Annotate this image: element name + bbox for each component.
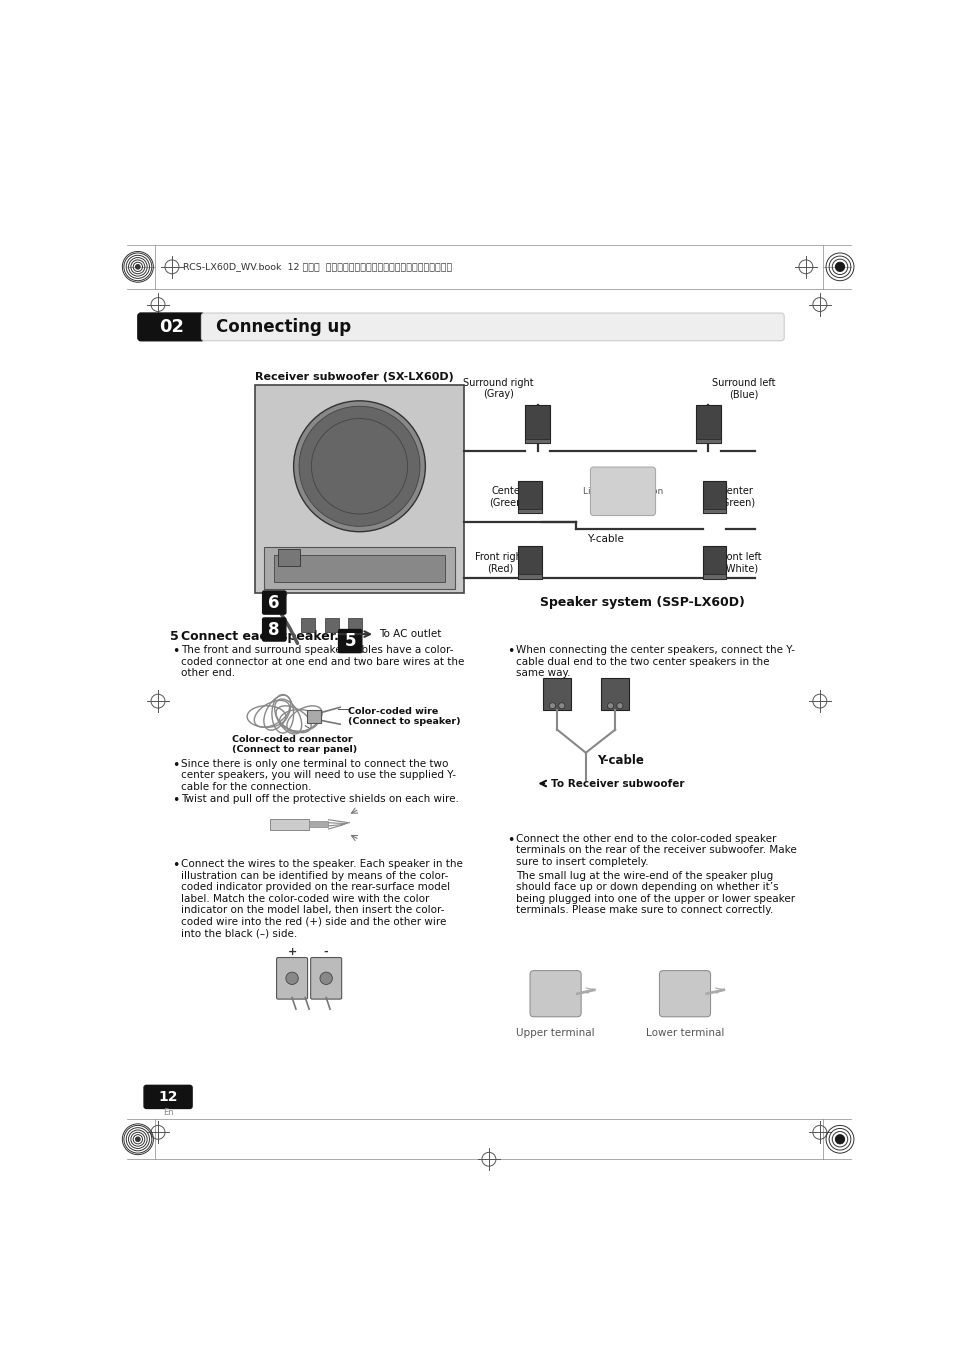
Bar	[254, 385, 464, 593]
Circle shape	[607, 703, 613, 709]
Text: 12: 12	[158, 1090, 177, 1104]
Text: Front right
(Red): Front right (Red)	[475, 551, 525, 573]
Text: Listening position: Listening position	[582, 488, 662, 496]
Text: To Receiver subwoofer: To Receiver subwoofer	[550, 778, 683, 789]
Text: 02: 02	[158, 317, 184, 336]
Text: Surround left
(Blue): Surround left (Blue)	[711, 378, 775, 400]
Bar	[702, 574, 725, 578]
Text: •: •	[506, 834, 514, 847]
Bar	[695, 439, 720, 443]
Text: 8: 8	[268, 620, 280, 639]
Text: -: -	[323, 947, 328, 957]
Circle shape	[319, 973, 332, 985]
Bar	[264, 547, 455, 589]
Text: Receiver subwoofer (SX-LX60D): Receiver subwoofer (SX-LX60D)	[254, 372, 453, 381]
Text: When connecting the center speakers, connect the Y-
cable dual end to the two ce: When connecting the center speakers, con…	[516, 644, 794, 678]
Circle shape	[298, 407, 419, 527]
Bar	[301, 617, 315, 632]
Text: Y-cable: Y-cable	[586, 535, 623, 544]
Text: 5: 5	[344, 632, 355, 650]
Text: The front and surround speaker cables have a color-
coded connector at one end a: The front and surround speaker cables ha…	[181, 644, 464, 678]
Text: 5: 5	[170, 630, 178, 643]
Text: Since there is only one terminal to connect the two
center speakers, you will ne: Since there is only one terminal to conn…	[181, 759, 456, 792]
Text: Y-cable: Y-cable	[597, 754, 643, 767]
Bar	[600, 678, 629, 711]
Circle shape	[348, 455, 370, 477]
Bar	[702, 546, 725, 578]
Text: The small lug at the wire-end of the speaker plug
should face up or down dependi: The small lug at the wire-end of the spe…	[516, 870, 795, 916]
FancyBboxPatch shape	[590, 467, 655, 516]
Text: RCS-LX60D_WV.book  12 ページ  ２００７年４月２４日　火曜日　午後７時５７分: RCS-LX60D_WV.book 12 ページ ２００７年４月２４日 火曜日 …	[183, 262, 452, 272]
Text: •: •	[506, 644, 514, 658]
Text: 6: 6	[268, 593, 280, 612]
Circle shape	[617, 703, 622, 709]
Circle shape	[286, 973, 298, 985]
Text: Front left
(White): Front left (White)	[718, 551, 761, 573]
Circle shape	[135, 1138, 140, 1142]
Bar	[525, 405, 550, 443]
Bar	[517, 481, 541, 513]
Circle shape	[558, 703, 564, 709]
Bar	[695, 405, 720, 443]
Text: To AC outlet: To AC outlet	[378, 630, 441, 639]
FancyBboxPatch shape	[311, 958, 341, 1000]
FancyBboxPatch shape	[201, 313, 783, 340]
Circle shape	[324, 431, 394, 501]
FancyBboxPatch shape	[530, 970, 580, 1017]
Bar	[542, 678, 571, 711]
Bar	[324, 617, 338, 632]
Bar	[525, 439, 550, 443]
Bar	[278, 550, 299, 566]
Text: Connecting up: Connecting up	[216, 317, 351, 336]
FancyBboxPatch shape	[262, 590, 286, 615]
Text: Connect the wires to the speaker. Each speaker in the
illustration can be identi: Connect the wires to the speaker. Each s…	[181, 859, 462, 939]
Bar	[517, 508, 541, 513]
FancyBboxPatch shape	[338, 630, 361, 653]
Text: Surround right
(Gray): Surround right (Gray)	[463, 378, 534, 400]
Bar	[270, 819, 309, 830]
Text: Connect each speaker.: Connect each speaker.	[181, 630, 338, 643]
FancyBboxPatch shape	[144, 1085, 192, 1108]
Circle shape	[835, 262, 843, 272]
Circle shape	[835, 1135, 843, 1144]
Circle shape	[837, 265, 841, 269]
Text: En: En	[163, 1108, 173, 1117]
Circle shape	[294, 401, 425, 532]
FancyBboxPatch shape	[276, 958, 307, 1000]
Text: •: •	[172, 759, 179, 771]
Text: Color-coded connector
(Connect to rear panel): Color-coded connector (Connect to rear p…	[232, 735, 356, 754]
Text: Color-coded wire
(Connect to speaker): Color-coded wire (Connect to speaker)	[348, 707, 460, 725]
Text: Twist and pull off the protective shields on each wire.: Twist and pull off the protective shield…	[181, 793, 458, 804]
Circle shape	[135, 265, 140, 269]
Bar	[517, 574, 541, 578]
Text: Upper terminal: Upper terminal	[516, 1028, 595, 1039]
FancyBboxPatch shape	[137, 313, 204, 340]
Text: Speaker system (SSP-LX60D): Speaker system (SSP-LX60D)	[539, 596, 744, 609]
FancyBboxPatch shape	[262, 617, 286, 642]
Text: •: •	[172, 859, 179, 871]
Text: •: •	[172, 644, 179, 658]
FancyBboxPatch shape	[659, 970, 710, 1017]
Bar	[702, 508, 725, 513]
Circle shape	[837, 1138, 841, 1142]
Bar	[348, 617, 361, 632]
Text: Center
(Green): Center (Green)	[718, 486, 755, 508]
Text: Lower terminal: Lower terminal	[645, 1028, 723, 1039]
Text: Connect the other end to the color-coded speaker
terminals on the rear of the re: Connect the other end to the color-coded…	[516, 834, 796, 867]
Bar	[517, 546, 541, 578]
Circle shape	[337, 444, 381, 488]
Text: +: +	[287, 947, 296, 957]
Text: •: •	[172, 793, 179, 807]
Bar	[274, 555, 444, 582]
Circle shape	[549, 703, 555, 709]
Bar	[309, 821, 328, 827]
Bar	[702, 481, 725, 513]
Text: Center
(Green): Center (Green)	[489, 486, 525, 508]
Bar	[307, 711, 320, 723]
Circle shape	[355, 462, 363, 470]
Circle shape	[311, 419, 407, 513]
